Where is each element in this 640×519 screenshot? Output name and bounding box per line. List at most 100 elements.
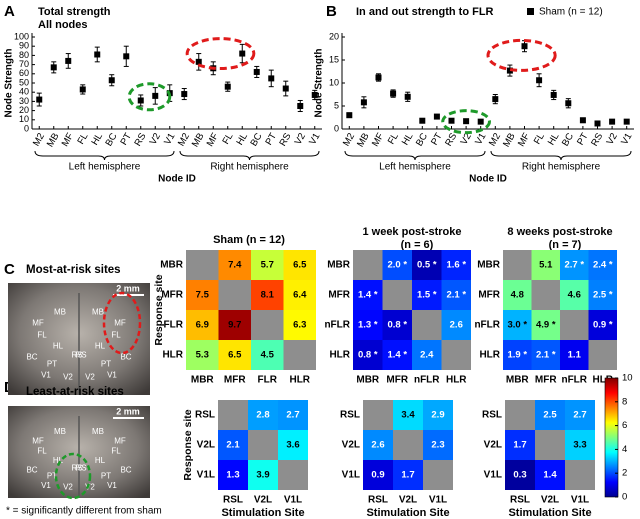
column-label: nFLR: [414, 375, 440, 386]
group-bracket: [344, 150, 486, 161]
cell: [588, 310, 617, 340]
point: [492, 96, 499, 103]
cell: [531, 250, 560, 280]
photo-label: V2: [85, 373, 95, 382]
cell: [186, 280, 219, 310]
row-label: MFR: [328, 290, 350, 301]
cell-label: 2.1 *: [536, 350, 556, 361]
row-label: FLR: [164, 320, 184, 331]
cell: [186, 340, 219, 370]
group-bracket: [179, 150, 320, 161]
photo-label: HL: [95, 456, 106, 465]
cell: [382, 340, 412, 370]
colorbar-tick-label: 4: [622, 444, 627, 455]
x-axis-label: Stimulation Site: [508, 507, 591, 519]
photo-label: MB: [54, 307, 66, 316]
empty-cell: [363, 400, 393, 430]
empty-cell: [283, 340, 316, 370]
error-point: [311, 89, 318, 101]
cell-label: 2.7: [286, 410, 299, 421]
error-point: [550, 89, 557, 101]
error-point: [594, 120, 601, 127]
error-point: [152, 87, 159, 105]
column-label: RSL: [368, 495, 388, 506]
error-point: [282, 80, 289, 97]
photo-label: BC: [120, 465, 131, 474]
x-tick-label: PT: [429, 131, 445, 147]
x-tick-label: M2: [341, 131, 357, 148]
cell: [412, 280, 442, 310]
empty-cell: [248, 430, 278, 460]
row-label: HLR: [329, 350, 350, 361]
cell: [382, 310, 412, 340]
x-tick-label: V1: [473, 131, 488, 147]
cell-label: 3.0 *: [507, 320, 527, 331]
y-axis-label: Response site: [182, 409, 194, 480]
photo-label: MF: [32, 436, 44, 445]
column-label: HLR: [592, 375, 613, 386]
photo-label: V1: [41, 481, 51, 490]
cell-label: 3.9: [256, 470, 269, 481]
point: [94, 51, 101, 58]
error-point: [375, 73, 382, 82]
photo-label: BC: [120, 352, 131, 361]
row-label: V2L: [342, 440, 360, 451]
point: [579, 117, 586, 124]
error-point: [346, 112, 353, 119]
x-tick-label: MB: [355, 131, 372, 149]
point: [297, 103, 304, 109]
highlight: [185, 37, 256, 71]
point: [463, 118, 470, 125]
error-point: [195, 53, 202, 71]
y-tick-label: 20: [329, 31, 339, 41]
group-bracket: [490, 150, 632, 161]
cell: [588, 250, 617, 280]
column-label: MFR: [535, 375, 557, 386]
point: [268, 75, 275, 82]
photo-label: FL: [111, 447, 121, 456]
heatmap-subtitle: (n = 6): [401, 239, 434, 251]
scale-label: 2 mm: [116, 283, 140, 293]
cell: [218, 460, 248, 490]
cell: [363, 460, 393, 490]
cell-label: 2.5 *: [593, 290, 613, 301]
empty-cell: [588, 340, 617, 370]
point: [609, 118, 616, 125]
column-label: V1L: [571, 495, 589, 506]
photo-label: MF: [114, 436, 126, 445]
column-label: RSL: [223, 495, 243, 506]
cell: [248, 460, 278, 490]
column-label: MFR: [224, 375, 246, 386]
column-label: MBR: [356, 375, 380, 386]
cell: [441, 280, 471, 310]
column-label: V2L: [541, 495, 559, 506]
photo-label: V1: [107, 481, 117, 490]
cell: [283, 280, 316, 310]
photo-title: Most-at-risk sites: [26, 264, 121, 276]
cell-label: 4.6: [568, 290, 581, 301]
column-label: V2L: [254, 495, 272, 506]
cell: [218, 250, 251, 280]
cell: [441, 250, 471, 280]
y-axis-label: Response site: [153, 274, 165, 345]
chart-subtitle: All nodes: [38, 19, 88, 31]
row-label: V2L: [484, 440, 502, 451]
error-point: [419, 117, 426, 124]
footnote: * = significantly different from sham: [6, 506, 162, 517]
colorbar-tick-label: 8: [622, 396, 627, 407]
photo-label: HL: [53, 341, 64, 350]
cell: [412, 340, 442, 370]
cell-label: 3.6: [286, 440, 299, 451]
column-label: MFR: [386, 375, 408, 386]
cell: [441, 310, 471, 340]
error-point: [253, 65, 260, 78]
photo-label: V1: [41, 371, 51, 380]
photo-label: RS: [75, 351, 86, 360]
group-label: Right hemisphere: [522, 162, 601, 173]
row-label: MFR: [161, 290, 183, 301]
cell-label: 2.4 *: [593, 260, 613, 271]
error-point: [536, 73, 543, 88]
cell: [535, 460, 565, 490]
x-tick-label: HL: [234, 131, 250, 147]
